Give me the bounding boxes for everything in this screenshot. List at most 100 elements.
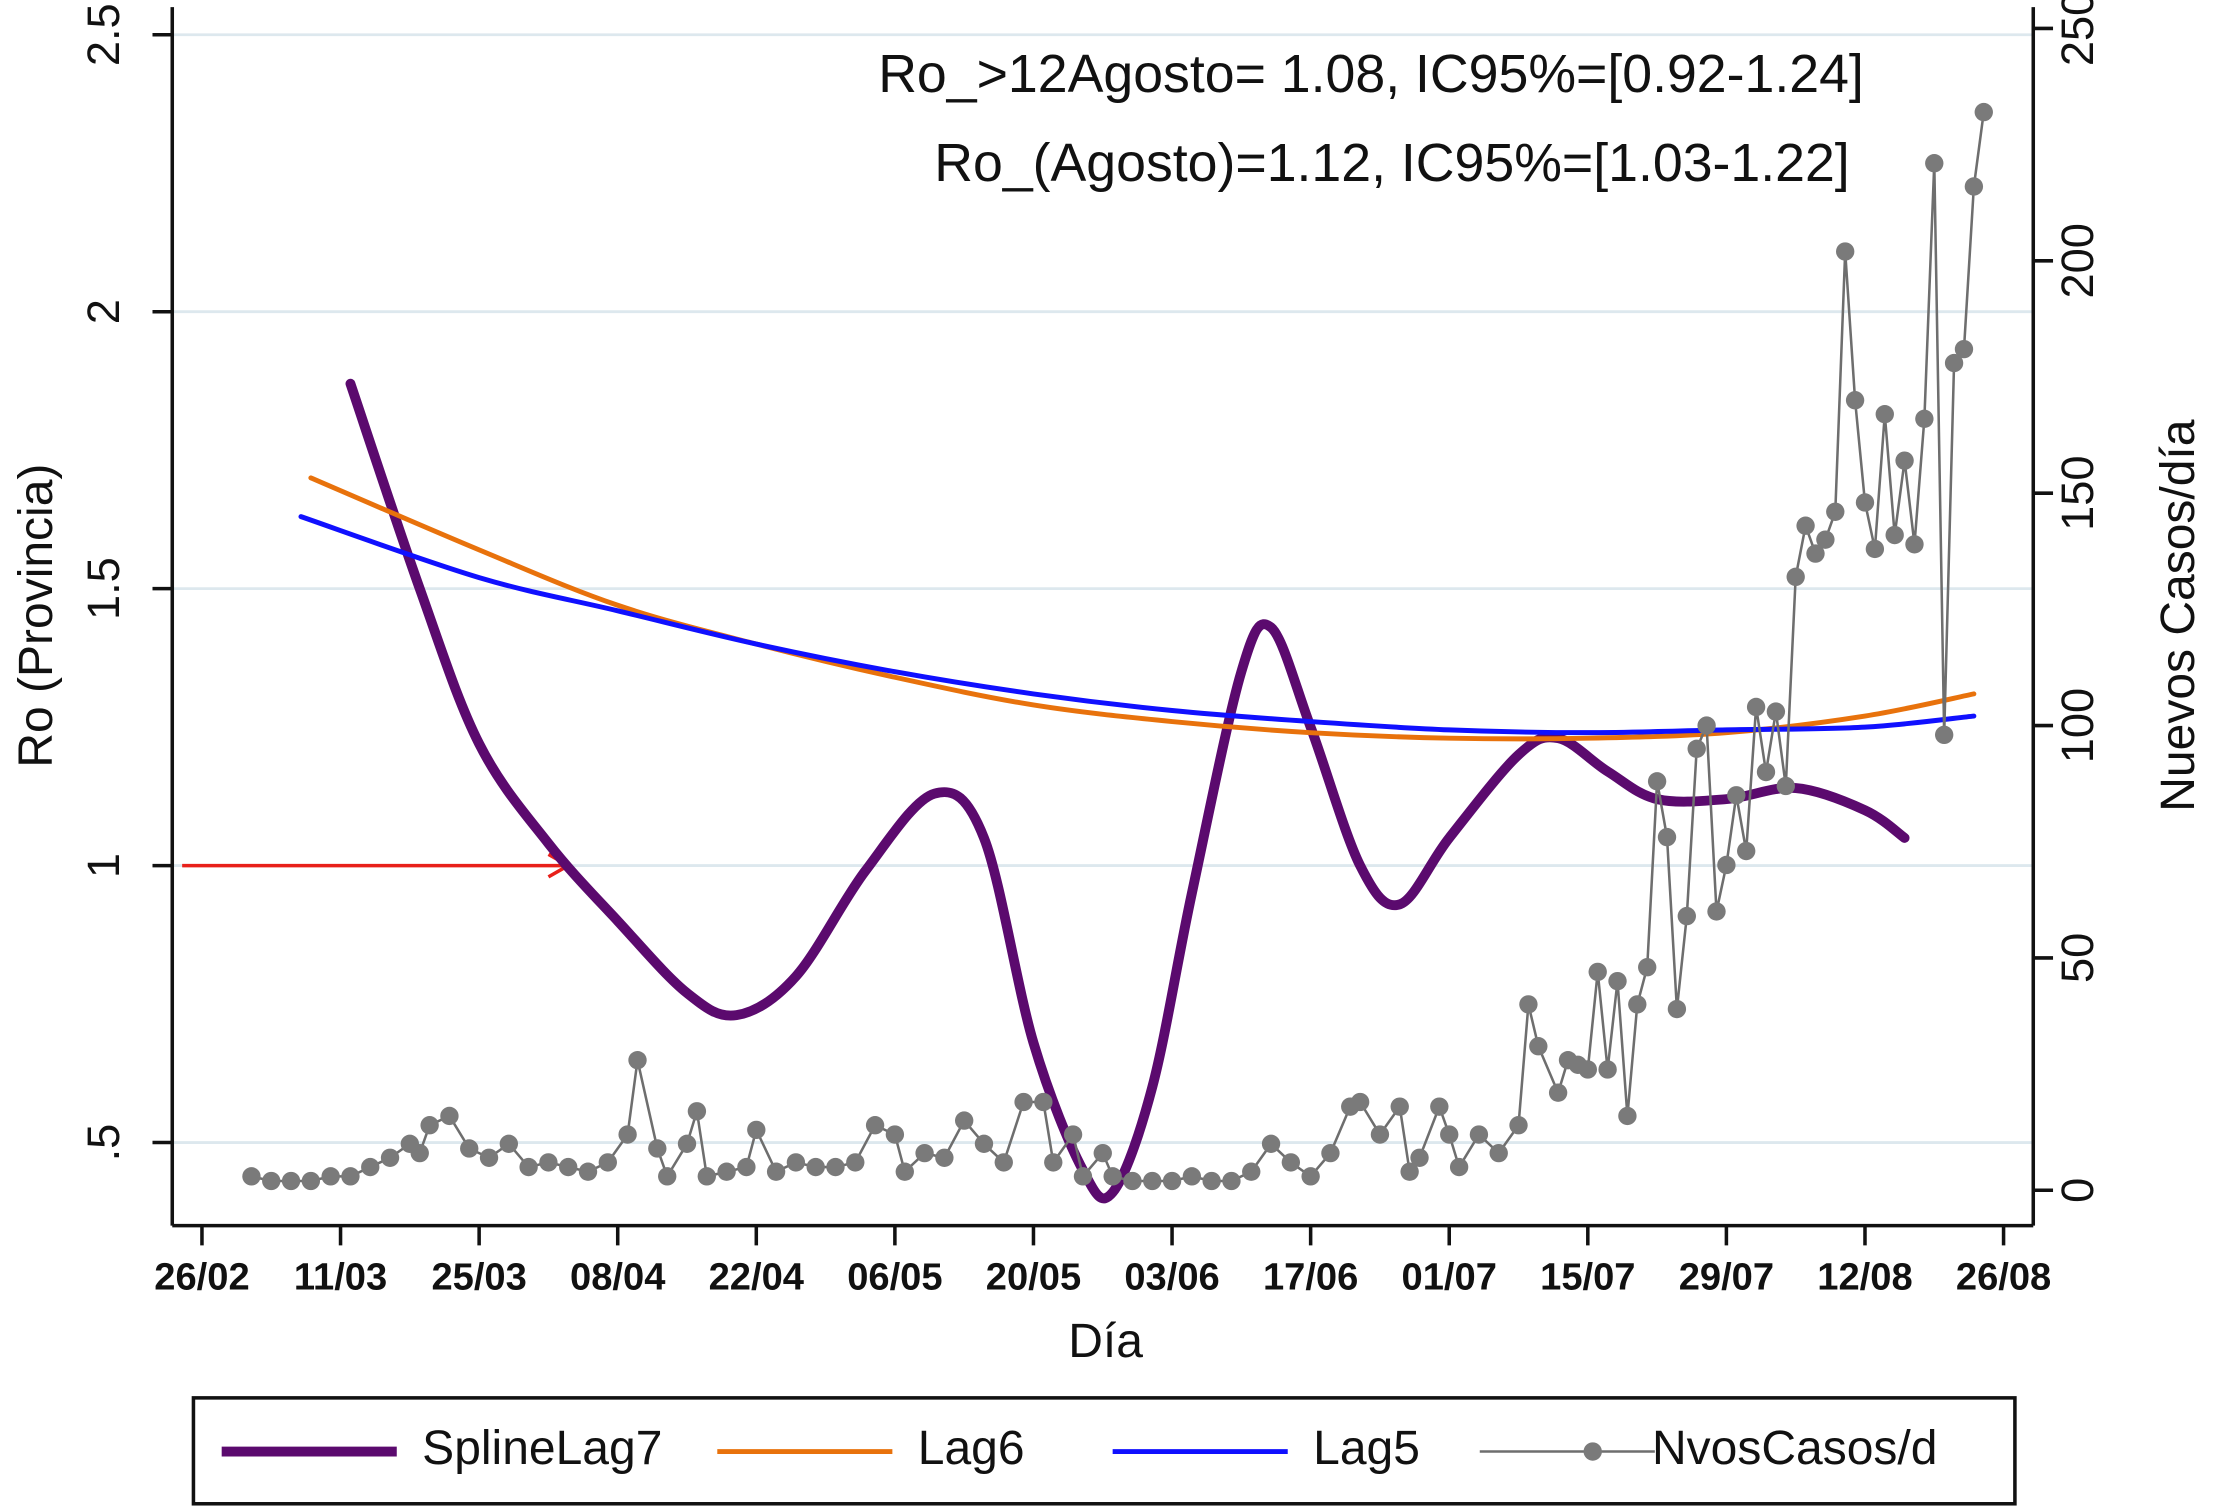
point [1895,451,1914,470]
y2-tick-label: 250 [2052,0,2103,66]
point [1202,1171,1221,1191]
point [994,1153,1013,1172]
point [1162,1171,1182,1191]
x-tick-label: 08/04 [570,1255,665,1298]
point [895,1162,914,1181]
point [1044,1153,1063,1172]
point [578,1162,598,1181]
point [1687,739,1706,758]
point [361,1157,380,1177]
point [539,1153,558,1172]
point [618,1125,637,1144]
point [1865,539,1885,559]
x-tick-label: 22/04 [709,1255,804,1298]
point [499,1134,519,1153]
legend-label: Lag5 [1313,1422,1420,1475]
point [1964,177,1984,196]
point [1548,1083,1568,1102]
point [1707,902,1726,921]
point [1776,776,1795,796]
point [1944,353,1964,373]
point [479,1148,499,1167]
point [1321,1143,1340,1163]
point [1390,1097,1409,1116]
point [1261,1134,1281,1153]
point [1667,999,1687,1019]
y-tick-label: 2.5 [78,3,129,66]
point [1677,906,1696,926]
x-tick-label: 01/07 [1402,1255,1497,1298]
point [658,1167,677,1186]
point [1786,567,1805,587]
point [737,1157,756,1177]
legend-marker [1583,1442,1602,1461]
point [1885,525,1904,545]
point [1638,958,1657,977]
x-tick-label: 20/05 [986,1255,1081,1298]
x-tick-label: 11/03 [294,1255,387,1298]
x-tick-label: 06/05 [847,1255,942,1298]
point [786,1153,806,1172]
point [460,1139,479,1158]
point [1855,493,1875,512]
series-line [345,378,1910,1204]
point [1350,1092,1370,1112]
point [1796,516,1815,535]
point [1222,1171,1241,1191]
point [1529,1037,1548,1056]
x-tick-label: 15/07 [1540,1255,1635,1298]
annotation: Ro_(Agosto)=1.12, IC95%=[1.03-1.22] [934,133,1849,193]
point [697,1167,716,1186]
point [974,1134,994,1153]
point [1836,242,1855,261]
legend-label: Lag6 [918,1422,1025,1475]
point [1618,1106,1637,1126]
x-tick-label: 26/08 [1956,1255,2051,1298]
point [747,1120,766,1140]
point [1578,1060,1597,1079]
point [1925,154,1944,173]
point [1598,1060,1617,1079]
point [1073,1167,1093,1186]
point [420,1116,439,1135]
point [1103,1167,1122,1186]
point [885,1125,905,1144]
point [1746,697,1766,717]
point [1034,1092,1053,1112]
point [1440,1125,1459,1144]
point [687,1102,707,1121]
x-tick-label: 17/06 [1263,1255,1358,1298]
point [1628,995,1647,1014]
x-tick-label: 29/07 [1679,1255,1774,1298]
x-tick-label: 26/02 [154,1255,249,1298]
legend-box [191,1396,2017,1506]
point [1905,535,1924,554]
x-axis-label: Día [1068,1315,1143,1368]
y-tick-label: 1.5 [78,557,129,620]
point [440,1106,459,1126]
point [321,1167,340,1186]
point [1647,772,1667,791]
point [1875,405,1894,424]
x-tick-label: 25/03 [431,1255,526,1298]
point [1974,102,1993,122]
point [281,1171,301,1191]
point [1954,339,1974,359]
point [1410,1148,1429,1167]
point [1588,962,1607,982]
point [1449,1157,1469,1177]
point [1469,1125,1489,1144]
point [262,1171,281,1191]
y-tick-label: .5 [78,1124,129,1162]
series-line [250,110,1986,1183]
point [1301,1167,1320,1186]
point [1242,1162,1261,1181]
point [1014,1092,1033,1112]
point [1756,762,1776,782]
point [341,1167,360,1186]
y2-tick-label: 150 [2052,455,2103,530]
y-tick-label: 2 [78,299,129,324]
point [935,1148,954,1167]
